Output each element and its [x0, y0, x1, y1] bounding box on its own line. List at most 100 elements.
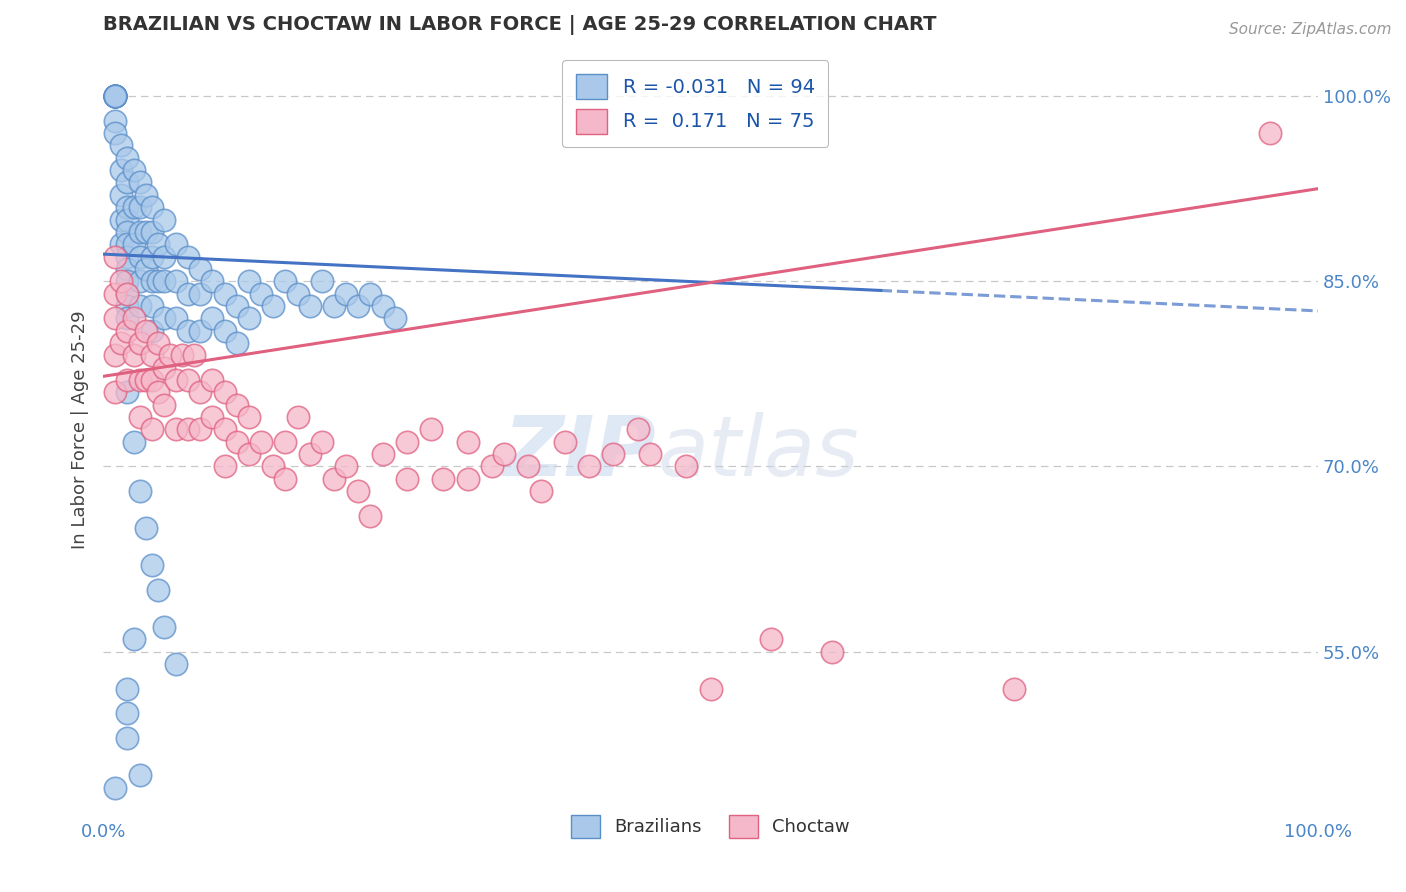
Point [225, 336, 247, 351]
Point [104, 780, 127, 795]
Point [146, 274, 169, 288]
Y-axis label: In Labor Force | Age 25-29: In Labor Force | Age 25-29 [72, 310, 89, 549]
Point [117, 324, 139, 338]
Point [141, 225, 163, 239]
Point [225, 398, 247, 412]
Point [274, 434, 297, 449]
Point [177, 250, 200, 264]
Point [821, 645, 844, 659]
Point [104, 126, 127, 140]
Point [135, 373, 157, 387]
Text: atlas: atlas [657, 412, 859, 493]
Point [529, 484, 551, 499]
Text: BRAZILIAN VS CHOCTAW IN LABOR FORCE | AGE 25-29 CORRELATION CHART: BRAZILIAN VS CHOCTAW IN LABOR FORCE | AG… [103, 15, 936, 35]
Point [128, 484, 150, 499]
Point [420, 422, 443, 436]
Point [201, 311, 224, 326]
Point [117, 311, 139, 326]
Point [104, 89, 127, 103]
Point [117, 299, 139, 313]
Point [110, 163, 132, 178]
Point [262, 299, 284, 313]
Point [165, 274, 187, 288]
Point [128, 299, 150, 313]
Point [287, 286, 309, 301]
Point [117, 212, 139, 227]
Text: ZIP: ZIP [503, 412, 657, 493]
Point [128, 274, 150, 288]
Point [395, 472, 418, 486]
Point [153, 212, 176, 227]
Point [214, 459, 236, 474]
Point [104, 286, 127, 301]
Point [481, 459, 503, 474]
Point [699, 681, 721, 696]
Point [141, 200, 163, 214]
Point [122, 632, 145, 647]
Point [117, 373, 139, 387]
Point [323, 299, 346, 313]
Point [141, 274, 163, 288]
Point [117, 286, 139, 301]
Point [153, 250, 176, 264]
Point [335, 459, 357, 474]
Point [347, 484, 370, 499]
Point [311, 274, 333, 288]
Point [141, 373, 163, 387]
Point [262, 459, 284, 474]
Point [225, 434, 247, 449]
Point [494, 447, 516, 461]
Point [578, 459, 600, 474]
Point [104, 89, 127, 103]
Point [117, 286, 139, 301]
Point [177, 286, 200, 301]
Point [135, 521, 157, 535]
Point [141, 299, 163, 313]
Point [117, 176, 139, 190]
Point [371, 299, 394, 313]
Point [104, 89, 127, 103]
Point [117, 250, 139, 264]
Point [201, 410, 224, 425]
Point [287, 410, 309, 425]
Point [110, 138, 132, 153]
Point [117, 731, 139, 745]
Point [153, 620, 176, 634]
Point [117, 225, 139, 239]
Point [359, 286, 381, 301]
Point [238, 447, 260, 461]
Point [238, 410, 260, 425]
Point [110, 274, 132, 288]
Point [1258, 126, 1281, 140]
Point [159, 348, 181, 362]
Point [250, 286, 273, 301]
Point [141, 324, 163, 338]
Point [146, 582, 169, 597]
Point [384, 311, 406, 326]
Point [104, 250, 127, 264]
Point [110, 237, 132, 252]
Point [1002, 681, 1025, 696]
Point [146, 385, 169, 400]
Point [117, 385, 139, 400]
Point [146, 336, 169, 351]
Point [128, 410, 150, 425]
Point [104, 311, 127, 326]
Point [141, 348, 163, 362]
Point [274, 472, 297, 486]
Point [188, 261, 211, 276]
Point [104, 89, 127, 103]
Point [153, 398, 176, 412]
Point [761, 632, 783, 647]
Point [214, 422, 236, 436]
Point [214, 286, 236, 301]
Point [128, 176, 150, 190]
Point [177, 422, 200, 436]
Point [128, 336, 150, 351]
Point [298, 447, 321, 461]
Point [432, 472, 454, 486]
Point [165, 422, 187, 436]
Point [128, 373, 150, 387]
Point [250, 434, 273, 449]
Point [165, 237, 187, 252]
